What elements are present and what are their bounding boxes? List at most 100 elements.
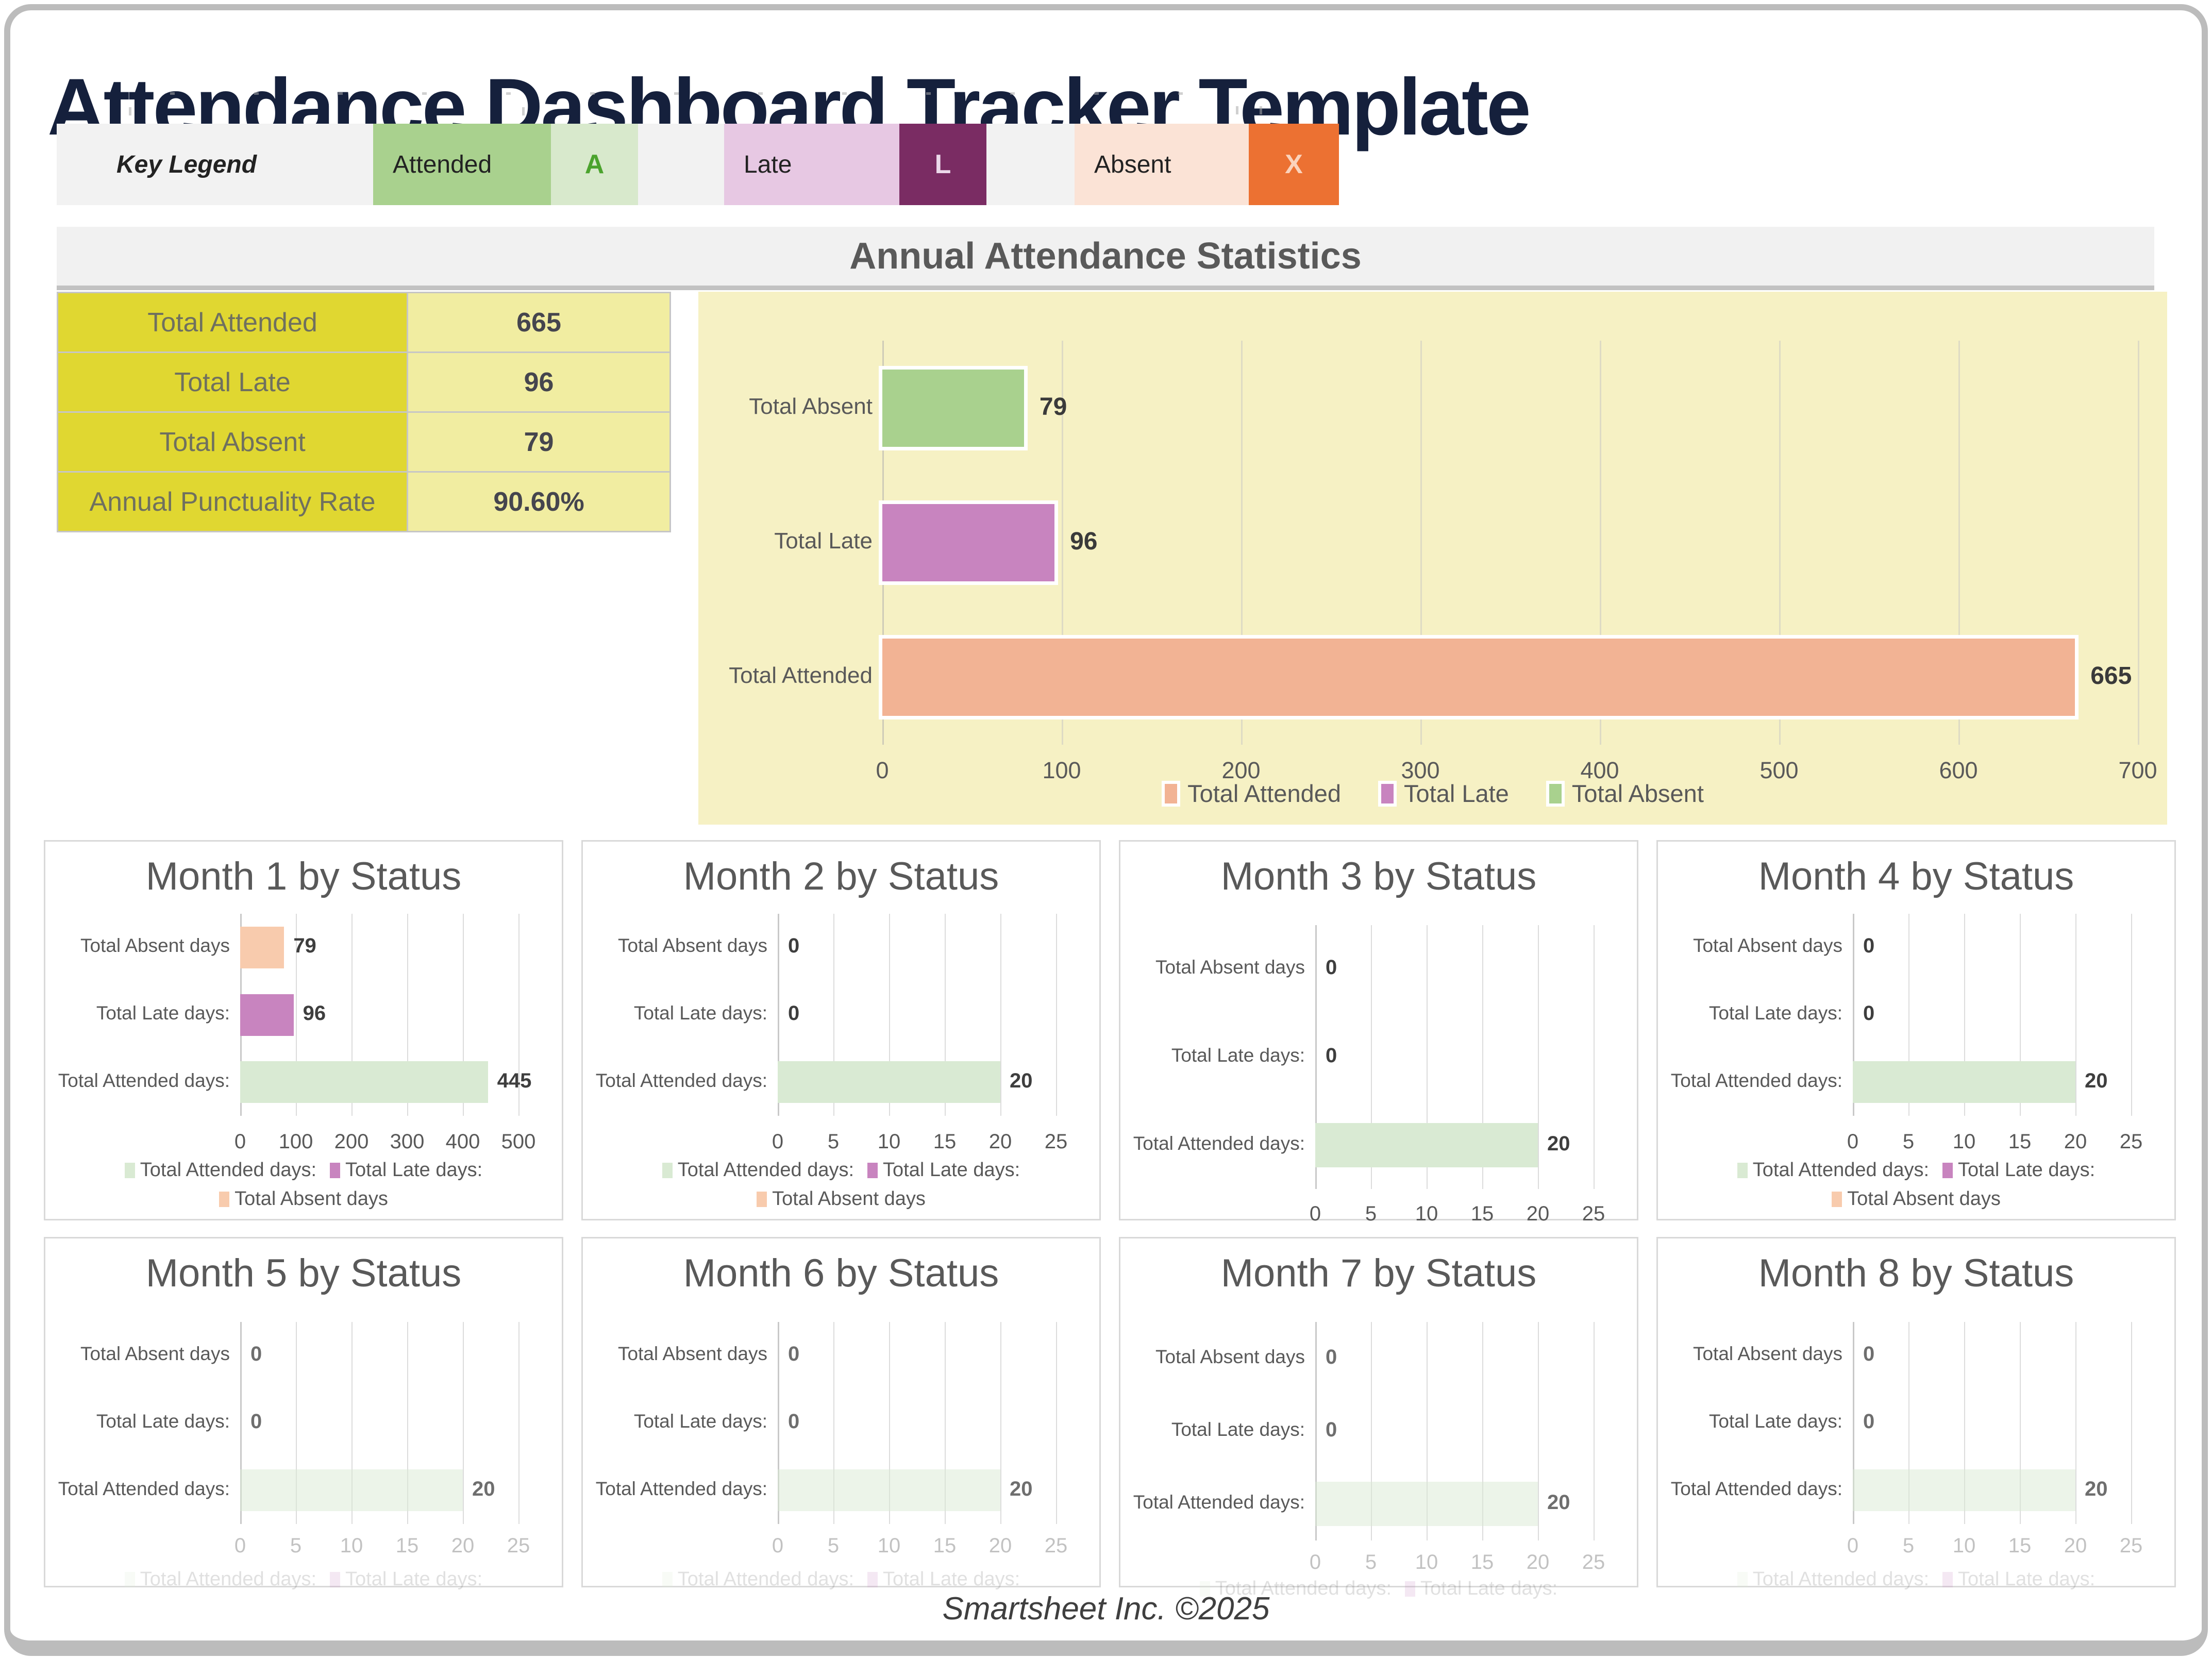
clipped-glyph-mark (758, 92, 763, 95)
month-chart-panel: Month 2 by Status 0 5 10 15 20 25 Total Absent … (581, 840, 1101, 1220)
legend-swatch (662, 1162, 673, 1178)
gridline (2075, 1322, 2076, 1524)
gridline (1371, 1322, 1372, 1540)
gridline (1908, 914, 1909, 1116)
tick-mark (129, 107, 131, 115)
month-chart-panel: Month 3 by Status 0 5 10 15 20 25 Total Absent … (1119, 840, 1638, 1225)
clipped-glyph-mark (170, 92, 175, 95)
legend-swatch (1162, 780, 1181, 807)
bar-value-label: 79 (1039, 393, 1067, 421)
x-axis-tick: 15 (933, 1130, 957, 1153)
gridline (240, 1322, 242, 1524)
clipped-glyph-mark (674, 92, 679, 95)
legend-swatch (1405, 1581, 1416, 1597)
bar-value-label: 0 (1326, 1345, 1337, 1368)
tick-mark (1260, 106, 1262, 114)
x-axis-tick: 0 (234, 1130, 246, 1153)
legend-item: Total Late days: (1942, 1159, 2095, 1181)
month-chart-panel: Month 5 by Status 0 5 10 15 20 25 Total Absent … (44, 1237, 563, 1590)
gridline (1315, 925, 1317, 1189)
gridline (1853, 1322, 1854, 1524)
category-label: Total Late days: (1171, 1419, 1305, 1440)
x-axis-tick: 10 (1952, 1130, 1976, 1153)
bar-value-label: 96 (1070, 528, 1098, 555)
legend-label: Total Late days: (1958, 1159, 2096, 1181)
legend-label: Total Late days: (1420, 1578, 1558, 1599)
bar-value-label: 0 (250, 1410, 262, 1433)
legend-item: Total Late days: (867, 1568, 1020, 1590)
legend-label: Total Attended days: (677, 1159, 854, 1181)
x-axis-tick: 15 (2008, 1130, 2032, 1153)
x-axis-tick: 500 (1759, 757, 1799, 783)
category-label: Total Absent days (617, 1343, 767, 1365)
x-axis-tick: 0 (1847, 1130, 1859, 1153)
legend-swatch (1832, 1191, 1842, 1207)
legend-item: Total Attended days: (1737, 1159, 1929, 1181)
clipped-glyph-mark (926, 92, 931, 95)
legend-swatch (1942, 1571, 1953, 1587)
bar-value-label: 0 (788, 1002, 800, 1025)
x-axis-tick: 300 (390, 1130, 425, 1153)
x-axis-tick: 100 (1042, 757, 1081, 783)
category-label: Total Attended days: (1670, 1478, 1842, 1499)
key-legend-badge-l: L (899, 124, 986, 205)
bar (879, 635, 2079, 720)
category-label: Total Late days: (1708, 1411, 1842, 1432)
category-label: Total Attended (729, 663, 873, 689)
legend-swatch (1737, 1162, 1748, 1178)
legend-swatch (662, 1571, 673, 1587)
footer-copyright: Smartsheet Inc. ©2025 (942, 1591, 1270, 1627)
x-axis-tick: 20 (988, 1534, 1012, 1557)
bar-value-label: 96 (303, 1002, 326, 1025)
legend-item: Total Attended days: (124, 1568, 316, 1590)
bar-value-label: 0 (1863, 1410, 1875, 1433)
chart-legend: Total Attended days: Total Late days: (45, 1159, 562, 1181)
gridline (2020, 914, 2021, 1116)
chart-legend: Total Absent days (1658, 1188, 2174, 1210)
clipped-glyph-mark (254, 92, 259, 95)
chart-legend: Total Attended days: Total Late days: (583, 1159, 1099, 1181)
bar-value-label: 0 (250, 1343, 262, 1366)
month-chart-title: Month 8 by Status (1758, 1251, 2074, 1295)
bar (1853, 1061, 2075, 1103)
x-axis-tick: 500 (501, 1130, 536, 1153)
x-axis-tick: 25 (507, 1534, 530, 1557)
gridline (1600, 341, 1601, 745)
x-axis-tick: 10 (1952, 1534, 1976, 1557)
legend-item: Total Absent days (1832, 1188, 2001, 1210)
bar-value-label: 0 (1326, 1044, 1337, 1067)
tick-mark (1236, 106, 1238, 114)
gridline (1779, 341, 1781, 745)
gridline (945, 914, 946, 1116)
bar-value-label: 20 (1547, 1132, 1570, 1155)
bar-value-label: 0 (1863, 934, 1875, 958)
gridline (407, 1322, 408, 1524)
legend-item: Total Late days: (867, 1159, 1020, 1181)
gridline (2131, 1322, 2132, 1524)
legend-item: Total Attended (1162, 779, 1341, 808)
legend-label: Total Late days: (1958, 1568, 2096, 1590)
gridline (463, 914, 464, 1116)
month-chart-title: Month 6 by Status (683, 1251, 999, 1295)
month-chart-title: Month 7 by Status (1220, 1251, 1537, 1295)
legend-item: Total Attended days: (1199, 1578, 1392, 1600)
clipped-glyph-mark (338, 92, 343, 95)
legend-item: Total Absent days (757, 1188, 926, 1210)
stat-value: 665 (408, 293, 669, 351)
x-axis-tick: 15 (1470, 1202, 1494, 1225)
x-axis-tick: 0 (772, 1534, 784, 1557)
legend-item: Total Late days: (330, 1568, 482, 1590)
legend-label: Total Attended days: (1752, 1568, 1930, 1590)
legend-swatch (219, 1191, 230, 1207)
clipped-glyph-mark (590, 92, 595, 95)
legend-item: Total Attended days: (1737, 1568, 1929, 1590)
legend-item: Total Late days: (330, 1159, 482, 1181)
bar (240, 1061, 488, 1103)
clipped-glyph-mark (506, 92, 511, 95)
bar (240, 994, 294, 1036)
legend-item: Total Late days: (1405, 1578, 1557, 1600)
legend-item: Total Absent (1546, 779, 1704, 808)
x-axis-tick: 15 (395, 1534, 419, 1557)
x-axis-tick: 400 (445, 1130, 480, 1153)
gridline (1594, 1322, 1595, 1540)
